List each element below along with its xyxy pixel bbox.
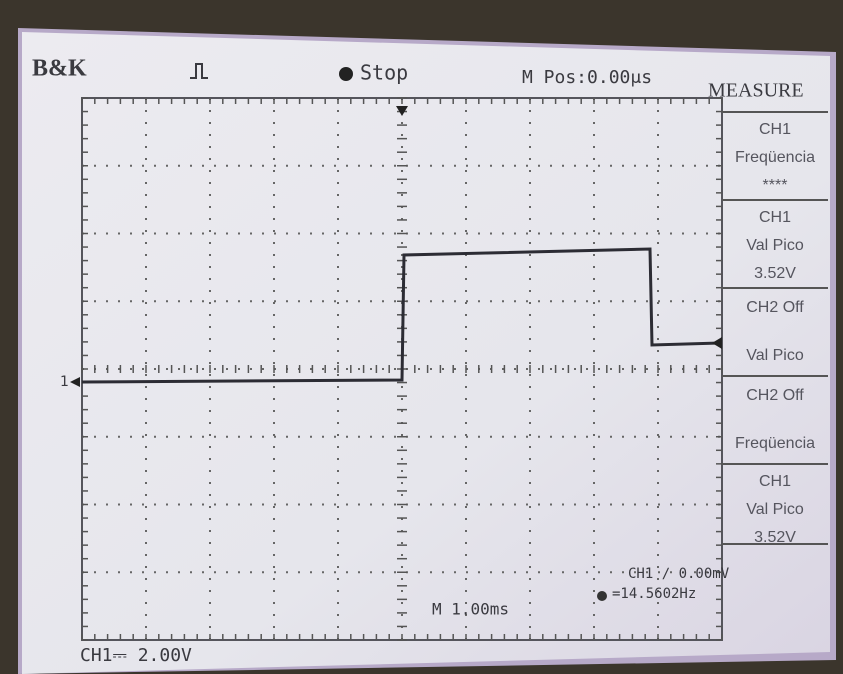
ch1-scale: CH1⎓ 2.00V [80, 645, 192, 666]
status: Stop [360, 61, 408, 85]
position: M Pos:0.00μs [522, 67, 652, 88]
channel-marker: 1 [60, 374, 69, 390]
measure-text: **** [763, 177, 788, 194]
body: {"header": {"brand": "B&K", "status": "S… [0, 0, 843, 674]
measure-text: Val Pico [746, 237, 804, 254]
measure-text: CH1 [759, 473, 791, 490]
measure-text: CH1 [759, 121, 791, 138]
measure-text: Val Pico [746, 501, 804, 518]
page: Oscilloscope html, body { margin: 0; pad… [0, 0, 843, 674]
measure-text: CH2 Off [746, 299, 804, 316]
status-dot [339, 67, 353, 81]
measure-text: 3.52V [754, 265, 796, 282]
measure-text: CH1 [759, 209, 791, 226]
measure-text: Val Pico [746, 347, 804, 364]
measure-text: CH2 Off [746, 387, 804, 404]
freq-icon [597, 591, 607, 601]
frequency: =14.5602Hz [612, 586, 696, 602]
oscilloscope-photo: B&K Stop M Pos:0.00μs MEASURE 1 CH1Freqü… [0, 0, 843, 674]
measure-text: Freqüencia [735, 435, 815, 452]
timebase: M 1.00ms [432, 600, 509, 619]
measure-text: Freqüencia [735, 149, 815, 166]
brand: B&K [32, 56, 87, 82]
trigger-level: CH1 ∕ 0.00mV [628, 566, 730, 582]
